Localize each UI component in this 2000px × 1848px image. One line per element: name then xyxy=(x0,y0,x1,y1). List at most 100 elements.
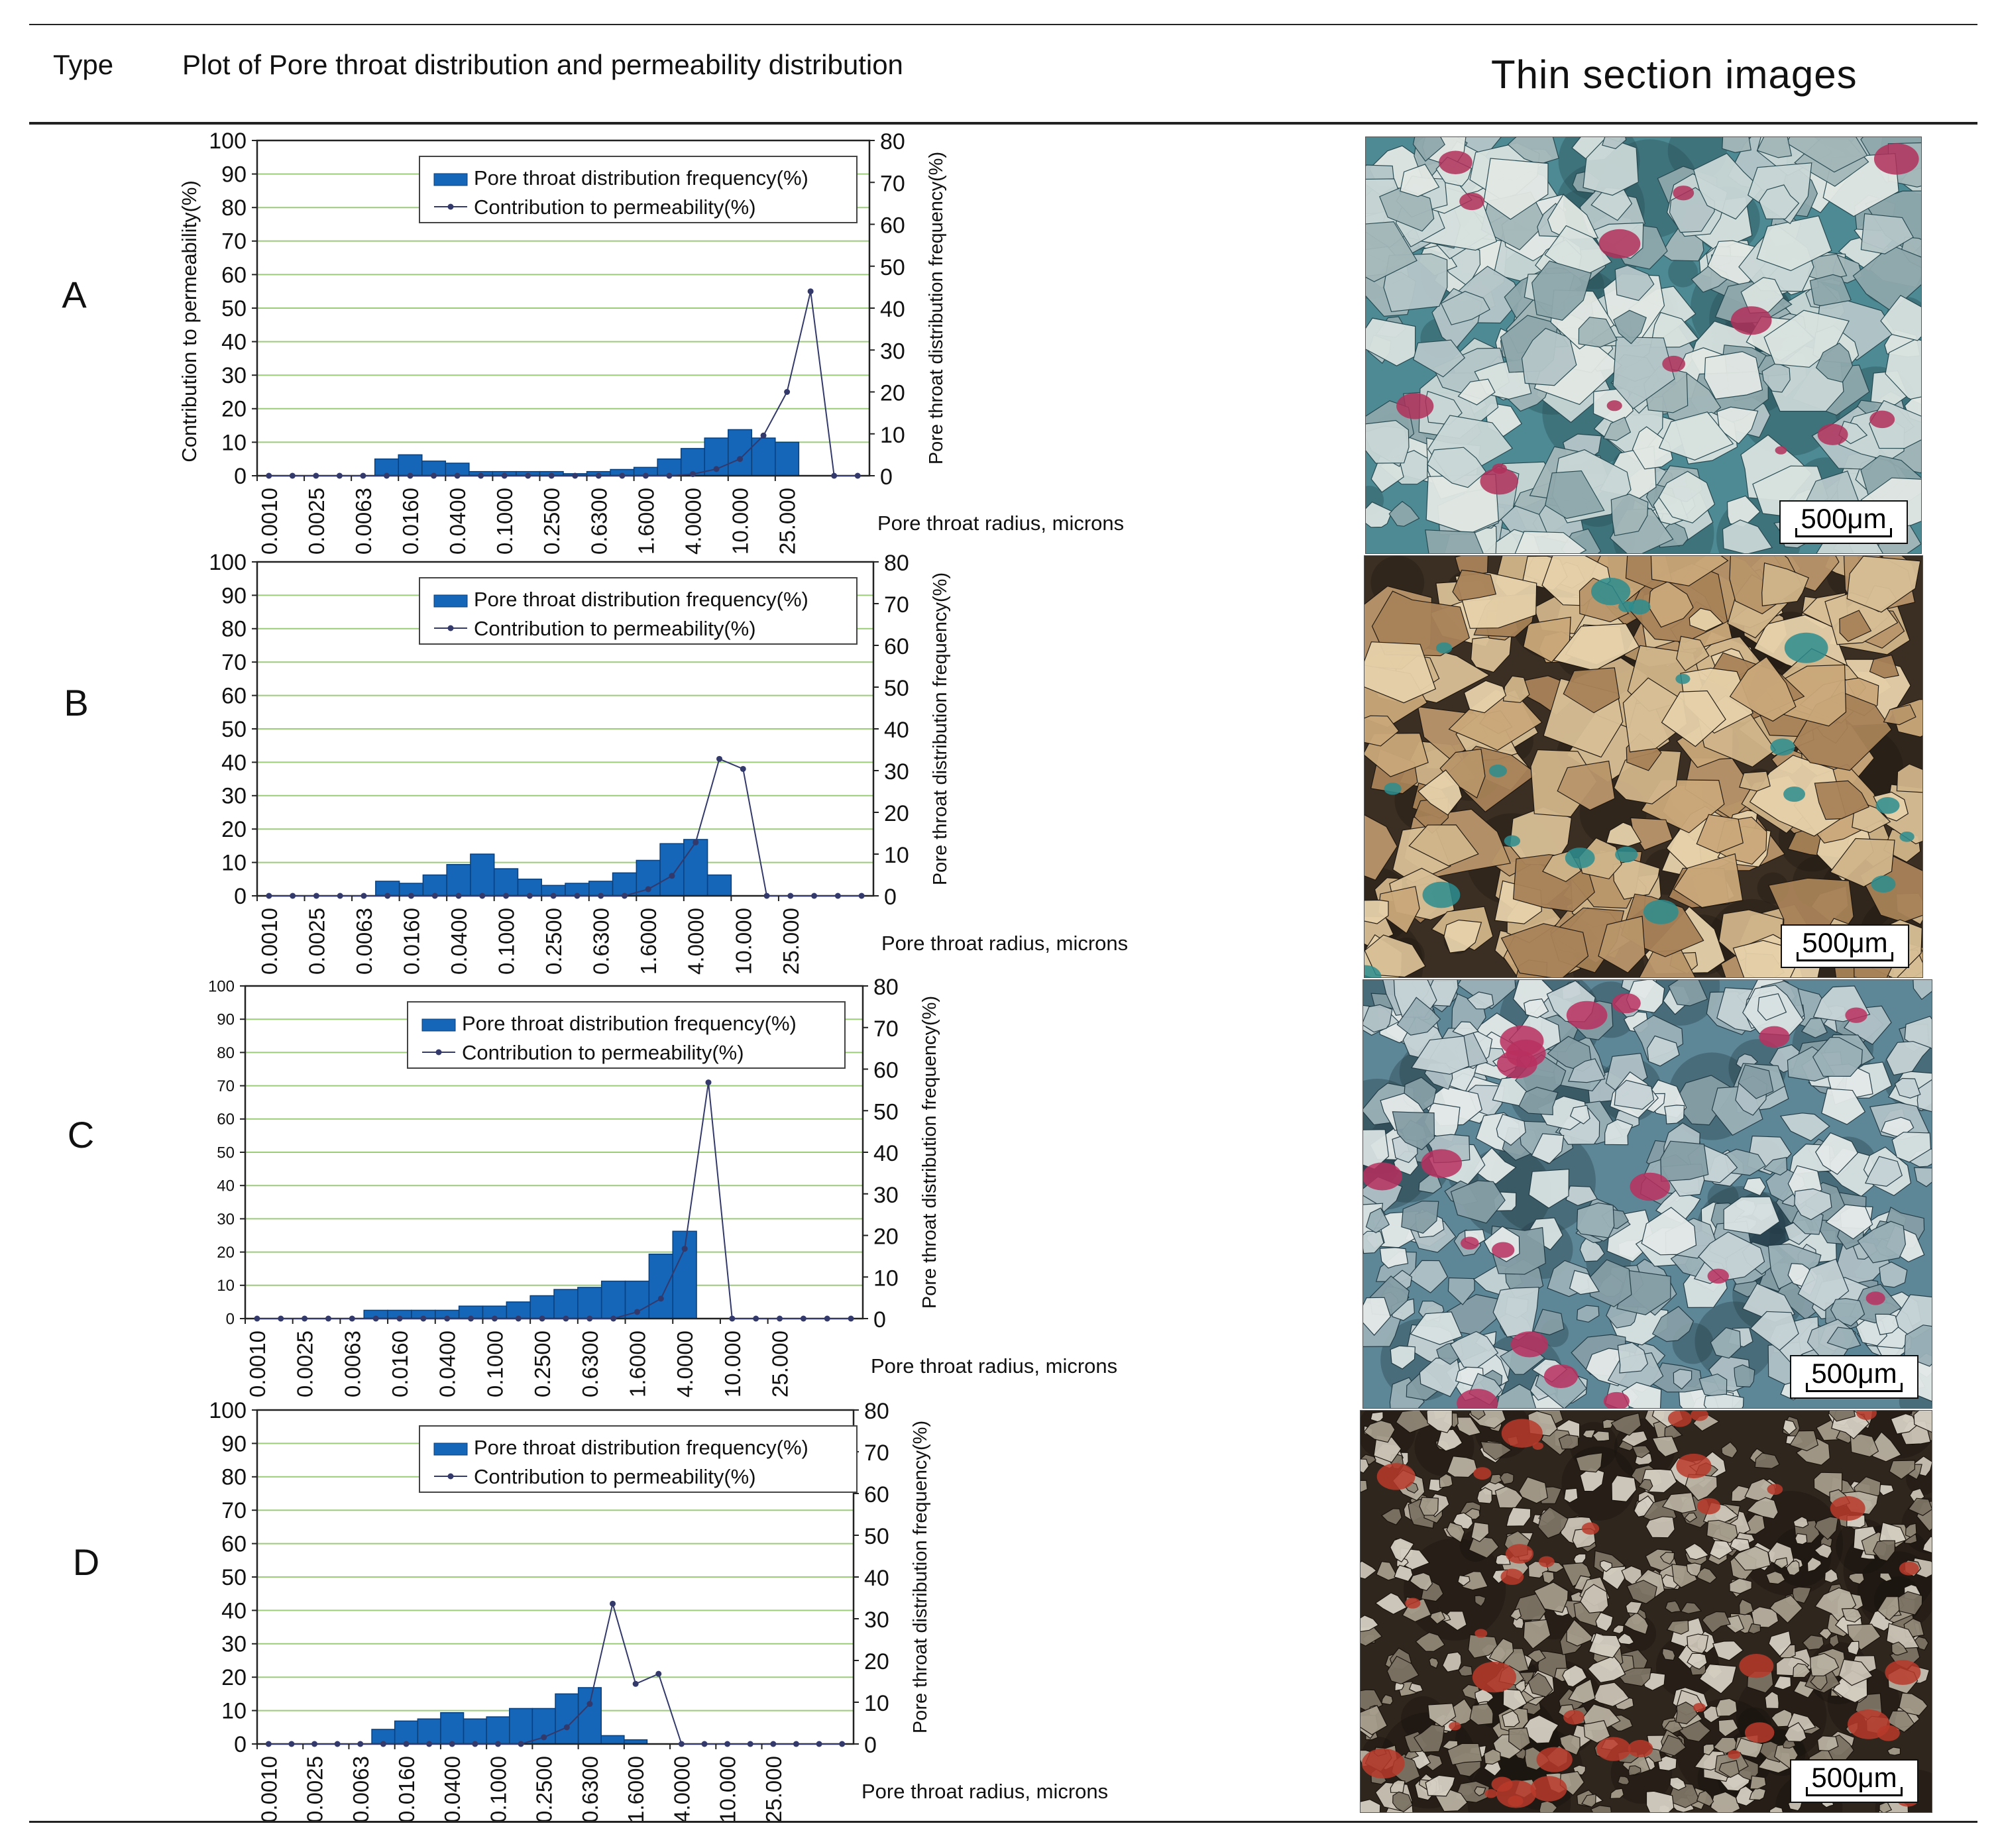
mineral-grain xyxy=(1865,1156,1903,1187)
mineral-grain xyxy=(1734,1364,1755,1387)
legend: Pore throat distribution frequency(%) Con… xyxy=(419,156,858,223)
x-tick-label: 0.0010 xyxy=(245,1331,270,1397)
y-left-tick-label: 30 xyxy=(221,363,247,388)
mineral-grain xyxy=(1388,501,1420,527)
thin-section-image-d: 500μm xyxy=(1360,1410,1932,1813)
mineral-grain xyxy=(1612,1624,1624,1635)
legend-line-marker xyxy=(447,1473,454,1480)
mineral-grain xyxy=(1402,1598,1432,1623)
x-tick-label: 0.0160 xyxy=(388,1331,412,1397)
pore-stain xyxy=(1885,1660,1921,1685)
mineral-grain xyxy=(1899,1692,1928,1716)
mineral-grain xyxy=(1361,1705,1388,1735)
header-plot-title: Plot of Pore throat distribution and per… xyxy=(182,49,903,80)
permeability-point xyxy=(503,893,510,899)
mineral-grain xyxy=(1480,1441,1512,1461)
pore-stain xyxy=(1566,1001,1608,1030)
y-right-tick-label: 10 xyxy=(873,1266,899,1291)
scale-bar: 500μm xyxy=(1790,1759,1918,1803)
permeability-point xyxy=(666,472,673,479)
mineral-grain xyxy=(1518,1087,1559,1116)
pore-stain xyxy=(1439,150,1472,174)
mineral-grain xyxy=(1663,1105,1685,1124)
mineral-grain xyxy=(1872,1540,1896,1562)
frequency-bar xyxy=(422,874,447,897)
mineral-grain xyxy=(1595,1611,1614,1632)
pore-stain xyxy=(1899,1561,1919,1576)
mineral-grain xyxy=(1814,1132,1859,1175)
mineral-grain xyxy=(1508,1727,1531,1751)
y-left-tick-label: 90 xyxy=(221,1431,247,1456)
y-right-tick-label: 0 xyxy=(873,1307,886,1332)
mineral-grain xyxy=(1458,1664,1473,1677)
y-right-tick-label: 70 xyxy=(880,171,905,196)
mineral-grain xyxy=(1467,1634,1498,1658)
mineral-grain xyxy=(1756,137,1793,158)
mineral-grain xyxy=(1396,997,1441,1036)
permeability-point xyxy=(407,472,414,479)
x-tick-label: 1.6000 xyxy=(625,1331,649,1397)
mineral-grain xyxy=(1669,1776,1687,1791)
mineral-grain xyxy=(1922,1536,1932,1554)
y-right-tick-label: 30 xyxy=(864,1607,889,1633)
frequency-bar xyxy=(775,441,800,476)
mineral-grain xyxy=(1665,1600,1682,1613)
mineral-grain xyxy=(1611,1475,1637,1502)
mineral-grain xyxy=(1394,1682,1405,1692)
y-right-tick-label: 60 xyxy=(884,634,909,659)
mineral-grain xyxy=(1793,1516,1809,1529)
y-left-tick-label: 60 xyxy=(221,684,247,709)
mineral-grain xyxy=(1702,1743,1715,1756)
y-left-tick-label: 80 xyxy=(221,617,247,642)
photomicrograph xyxy=(1366,137,1921,553)
mineral-grain xyxy=(1437,1429,1463,1452)
mineral-grain xyxy=(1795,1438,1831,1466)
mineral-grain xyxy=(1891,1641,1909,1656)
mineral-grain xyxy=(1729,656,1797,722)
pore-stain xyxy=(1869,410,1895,429)
x-tick-label: 0.0063 xyxy=(340,1331,364,1397)
permeability-point xyxy=(289,472,296,479)
mineral-grain xyxy=(1641,1207,1697,1256)
mineral-grain xyxy=(1793,1662,1811,1678)
legend-line-marker xyxy=(447,203,454,210)
mineral-grain xyxy=(1734,1737,1763,1759)
scale-label: 500μm xyxy=(1811,1358,1897,1389)
frequency-bar xyxy=(553,1289,579,1319)
y-right-axis-title: Pore throat distribution frequency(%) xyxy=(930,572,951,885)
mineral-grain xyxy=(1427,1703,1457,1727)
mineral-grain xyxy=(1502,1710,1520,1727)
mineral-grain xyxy=(1650,556,1729,586)
mineral-grain xyxy=(1794,1188,1832,1221)
permeability-point xyxy=(501,472,508,479)
mineral-grain xyxy=(1703,1393,1744,1408)
mineral-grain xyxy=(1784,1721,1807,1743)
legend-bar-label: Pore throat distribution frequency(%) xyxy=(474,1436,808,1459)
pore-stain xyxy=(1739,1653,1774,1678)
pore-stain xyxy=(1899,831,1915,842)
x-tick-label: 25.000 xyxy=(775,488,800,555)
pore-stain xyxy=(1847,1710,1890,1739)
mineral-grain xyxy=(1408,824,1479,867)
permeability-point xyxy=(848,1315,854,1322)
frequency-bar xyxy=(612,872,638,897)
permeability-point xyxy=(598,893,604,899)
mineral-grain xyxy=(1602,137,1627,150)
mineral-grain xyxy=(1801,1018,1828,1038)
pore-stain xyxy=(1500,1568,1524,1585)
pore-stain xyxy=(1784,632,1828,663)
mineral-grain xyxy=(1363,1420,1396,1443)
mineral-grain xyxy=(1848,1572,1865,1585)
mineral-grain xyxy=(1439,748,1486,799)
mineral-grain xyxy=(1735,1785,1755,1807)
mineral-grain xyxy=(1716,406,1759,445)
chart-d: 0 10 20 30 40 50 60 70 80 90 100 0 10 20 30 40 50 60 70 80 0… xyxy=(209,1398,1108,1823)
mineral-grain xyxy=(1614,1079,1655,1110)
mineral-grain xyxy=(1569,1105,1590,1124)
mineral-grain xyxy=(1651,1436,1679,1458)
permeability-point xyxy=(383,472,390,479)
mineral-grain xyxy=(1734,1546,1771,1571)
pore-stain xyxy=(1422,881,1461,908)
mineral-grain xyxy=(1449,1331,1499,1368)
permeability-point xyxy=(563,1315,569,1322)
